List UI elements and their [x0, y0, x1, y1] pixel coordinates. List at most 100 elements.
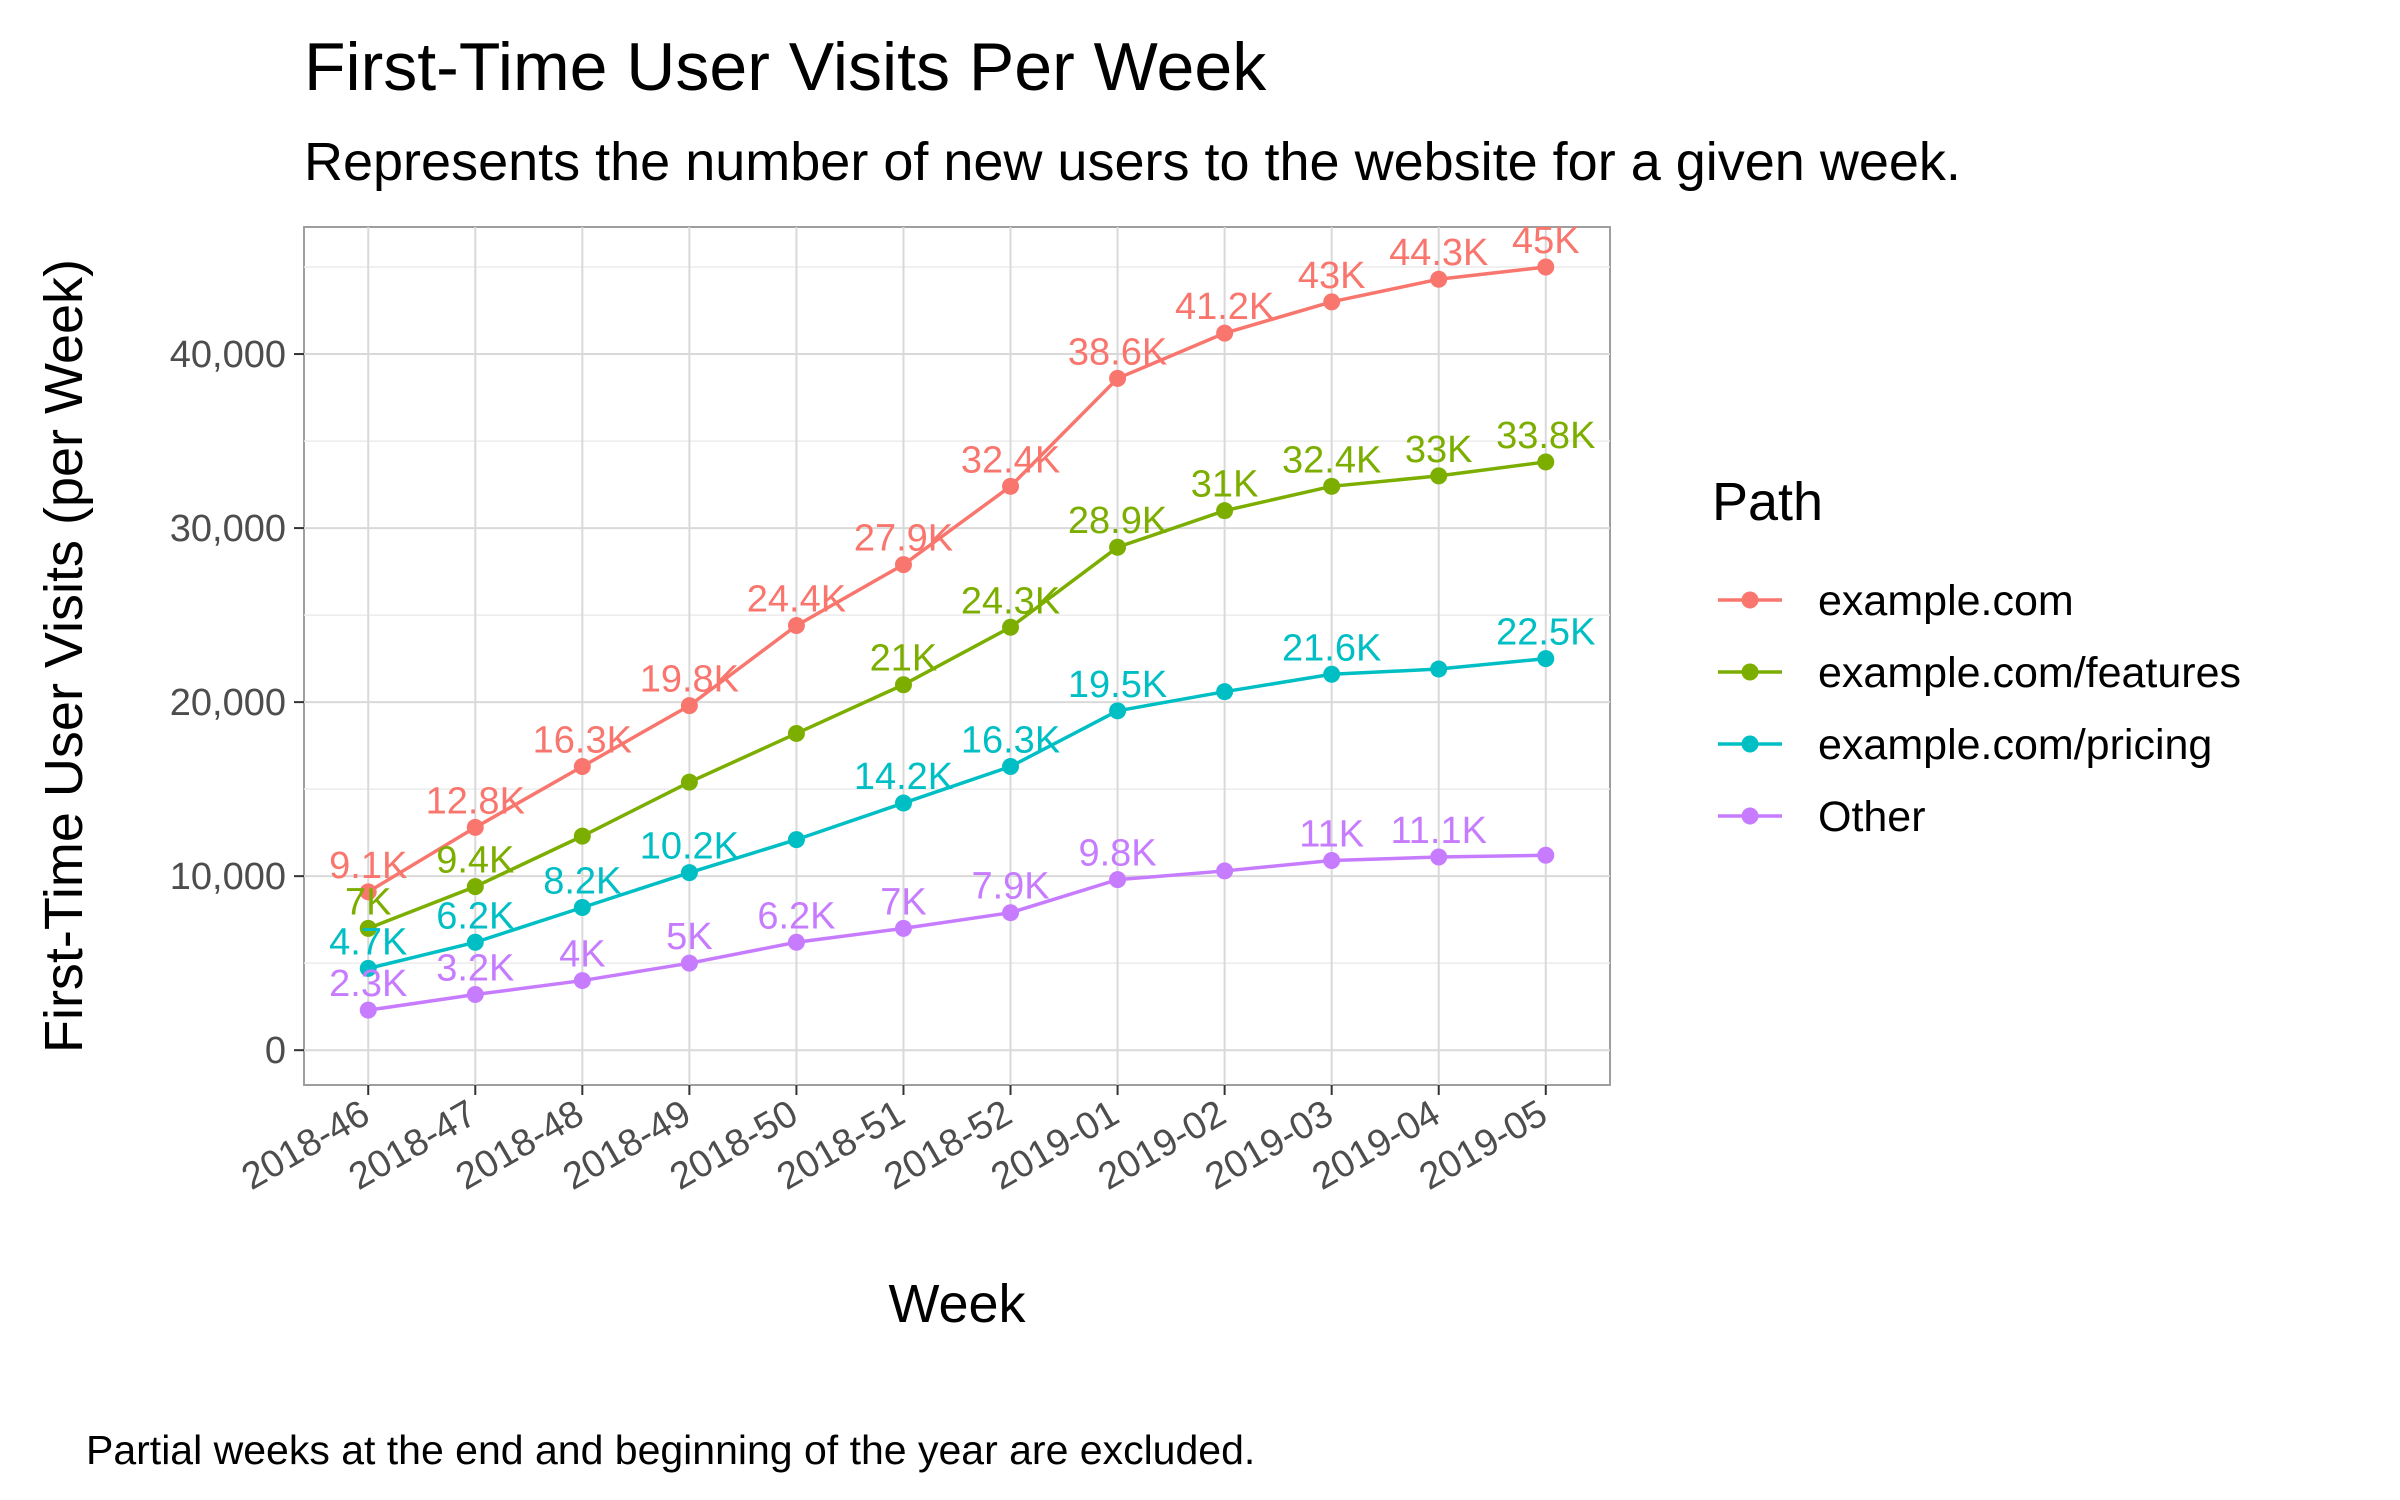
- y-tick-label: 10,000: [170, 856, 286, 898]
- data-label: 33K: [1405, 429, 1473, 471]
- data-label: 28.9K: [1068, 500, 1167, 542]
- data-point: [466, 878, 484, 896]
- data-label: 21.6K: [1282, 627, 1381, 669]
- data-point: [894, 794, 912, 812]
- series-3: 2.3K 3.2K 4K 5K 6.2K 7K 7.9K 9.8K 11K 11.1K: [329, 810, 1555, 1019]
- data-label: 44.3K: [1389, 232, 1488, 274]
- data-point: [1430, 270, 1448, 288]
- y-tick-label: 40,000: [170, 334, 286, 376]
- legend-label: example.com: [1818, 577, 2074, 625]
- data-label: 31K: [1191, 464, 1259, 506]
- series-layer: 9.1K12.8K16.3K19.8K24.4K27.9K32.4K38.6K4…: [329, 220, 1595, 1019]
- data-label: 33.8K: [1496, 415, 1595, 457]
- data-point: [1109, 369, 1127, 387]
- legend-item: example.com: [1718, 577, 2074, 625]
- data-label: 7K: [880, 881, 926, 923]
- legend-label: Other: [1818, 793, 1926, 841]
- data-label: 9.4K: [436, 840, 514, 882]
- data-label: 9.8K: [1078, 833, 1156, 875]
- y-axis: 0 10,000 20,000 30,000 40,000: [170, 334, 304, 1072]
- legend-label: example.com/pricing: [1818, 721, 2212, 769]
- data-point: [1430, 660, 1448, 678]
- legend-label: example.com/features: [1818, 649, 2241, 697]
- data-label: 41.2K: [1175, 286, 1274, 328]
- data-label: 16.3K: [533, 720, 632, 762]
- data-point: [1109, 538, 1127, 556]
- data-point: [1537, 846, 1555, 864]
- legend-key-point: [1741, 735, 1759, 753]
- data-point: [787, 617, 805, 635]
- data-label: 24.4K: [747, 579, 846, 621]
- data-point: [680, 773, 698, 791]
- data-point: [894, 919, 912, 937]
- y-axis-title: First-Time User Visits (per Week): [34, 259, 94, 1053]
- grid-lines: [304, 227, 1610, 1085]
- data-label: 24.3K: [961, 580, 1060, 622]
- series-line: [367, 265, 1546, 894]
- data-point: [359, 959, 377, 977]
- y-tick-label: 0: [265, 1030, 286, 1072]
- data-label: 6.2K: [757, 895, 835, 937]
- data-point: [1109, 871, 1127, 889]
- data-label: 4K: [559, 934, 605, 976]
- data-point: [680, 954, 698, 972]
- data-point: [359, 883, 377, 901]
- series-0: 9.1K12.8K16.3K19.8K24.4K27.9K32.4K38.6K4…: [329, 220, 1580, 901]
- data-label: 10.2K: [640, 826, 739, 868]
- chart-subtitle: Represents the number of new users to th…: [304, 132, 1961, 192]
- legend-key-point: [1741, 807, 1759, 825]
- data-label: 22.5K: [1496, 612, 1595, 654]
- data-point: [573, 758, 591, 776]
- legend-item: Other: [1718, 793, 1926, 841]
- data-point: [1216, 324, 1234, 342]
- data-point: [1002, 477, 1020, 495]
- data-point: [1430, 848, 1448, 866]
- data-label: 6.2K: [436, 895, 514, 937]
- x-axis: 2018-462018-472018-482018-492018-502018-…: [235, 1085, 1554, 1199]
- data-point: [1430, 467, 1448, 485]
- data-label: 27.9K: [854, 518, 953, 560]
- data-label: 43K: [1298, 255, 1366, 297]
- data-point: [1323, 665, 1341, 683]
- y-tick-label: 30,000: [170, 508, 286, 550]
- legend-item: example.com/pricing: [1718, 721, 2212, 769]
- data-point: [1323, 293, 1341, 311]
- data-point: [1216, 862, 1234, 880]
- data-label: 7K: [345, 881, 391, 923]
- data-point: [359, 1001, 377, 1019]
- data-label: 19.8K: [640, 659, 739, 701]
- series-line: [367, 460, 1546, 930]
- legend-key-point: [1741, 591, 1759, 609]
- data-label: 2.3K: [329, 963, 407, 1005]
- data-label: 5K: [666, 916, 712, 958]
- legend: Path example.com example.com/features exam…: [1712, 472, 2241, 841]
- data-point: [573, 898, 591, 916]
- data-point: [787, 831, 805, 849]
- data-label: 3.2K: [436, 948, 514, 990]
- series-line: [367, 853, 1546, 1012]
- data-point: [1109, 702, 1127, 720]
- data-point: [1002, 618, 1020, 636]
- data-point: [680, 864, 698, 882]
- data-label: 32.4K: [961, 439, 1060, 481]
- data-label: 8.2K: [543, 860, 621, 902]
- data-label: 7.9K: [971, 866, 1049, 908]
- data-point: [573, 972, 591, 990]
- data-label: 11K: [1299, 813, 1364, 855]
- data-label: 38.6K: [1068, 331, 1167, 373]
- data-point: [680, 697, 698, 715]
- y-tick-label: 20,000: [170, 682, 286, 724]
- data-point: [573, 827, 591, 845]
- data-point: [466, 986, 484, 1004]
- chart-title: First-Time User Visits Per Week: [304, 29, 1267, 105]
- chart-caption: Partial weeks at the end and beginning o…: [86, 1427, 1255, 1473]
- data-point: [1323, 477, 1341, 495]
- legend-key-point: [1741, 663, 1759, 681]
- data-point: [1537, 453, 1555, 471]
- data-point: [1323, 851, 1341, 869]
- data-point: [894, 676, 912, 694]
- data-label: 16.3K: [961, 720, 1060, 762]
